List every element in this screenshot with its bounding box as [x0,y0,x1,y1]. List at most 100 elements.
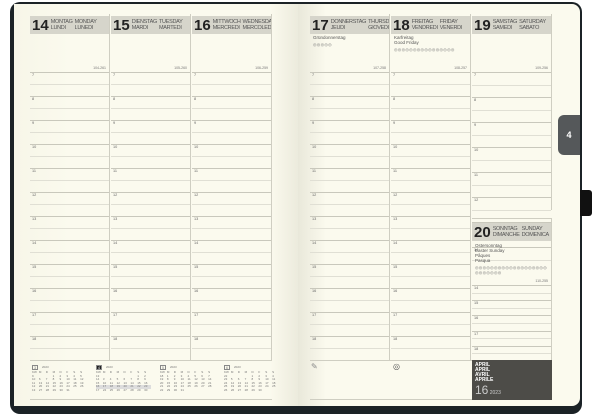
holiday-label: Good Friday [394,40,419,45]
mini-calendar-cell: S [80,370,83,374]
mini-calendar-cell: 22 [52,384,56,389]
half-hour-line [310,276,389,277]
mini-calendar-cell: D [45,370,48,374]
day-header: 15 DIENSTAG TUESDAY MARDI MARTEDI [111,16,190,34]
half-hour-line [111,108,190,109]
mini-calendar-cell: 9 [59,377,62,382]
mini-calendar-cell: 14 [244,380,248,385]
half-hour-line [310,348,389,349]
mini-calendar-cell: M [102,370,106,374]
day-name: MERCOLEDI [242,25,271,31]
mini-calendar-cell: 12 [80,377,84,382]
hour-line: 10 [310,144,389,150]
day-column[interactable]: 19 SAMSTAG SATURDAY SAMEDI SABATO 109-256 7 8 9 1… [472,14,552,261]
hour-line: 17 [472,330,551,337]
half-hour-line [111,252,190,253]
half-hour-line [310,300,389,301]
mini-calendar-cell: 17 [102,385,110,389]
mini-calendar-cell: 10 [265,377,269,382]
mini-calendar-cell [188,389,195,393]
hour-line: 7 [192,72,271,78]
half-hour-line [391,204,470,205]
mini-calendar-cell: 7 [208,373,210,378]
half-hour-line [472,84,551,86]
mini-calendar-cell: 19 [160,377,164,382]
day-count: 106-259 [255,66,268,70]
mini-calendar-cell: 12 [230,380,235,385]
half-hour-line [391,180,470,181]
half-hour-line [391,300,470,301]
half-hour-line [111,180,190,181]
half-hour-line [472,323,551,324]
day-column[interactable]: 14 MONTAG MONDAY LUNDI LUNEDI 104-261 7 8 9 10 11 1… [30,14,110,360]
hour-line: 18 [111,336,190,342]
hour-line: 11 [30,168,109,174]
mini-calendar-cell: 6 [201,373,203,378]
mini-calendar-cell: 17 [180,380,184,385]
mini-calendar-cell: 27 [237,387,242,392]
mini-calendar-cell: 18 [187,380,191,385]
hour-line: 18 [472,345,551,352]
mini-calendar-cell: 16 [258,380,262,385]
half-hour-line [472,259,551,261]
day-column[interactable]: 17DONNERSTAGTHURSDAYJEUDIGIOVEDIGründonn… [310,14,390,360]
half-hour-line [192,204,271,205]
mini-calendar-cell: 10 [102,380,107,385]
mini-calendar-cell: 27 [38,387,43,392]
half-hour-line [30,84,109,85]
half-hour-line [472,209,551,211]
mini-calendar-cell: 28 [130,387,134,392]
mini-calendar-cell: 19 [230,384,235,389]
day-name: VENERDI [439,25,463,31]
mini-calendar-cell: 18 [109,385,117,389]
mini-calendar-cell: 18 [272,380,276,385]
hour-line: 15 [111,264,190,270]
mini-calendar-cell: 15 [52,380,56,385]
half-hour-line [472,184,551,186]
mini-calendar-cell: 11 [109,380,113,385]
half-hour-line [310,156,389,157]
day-column[interactable]: 15 DIENSTAG TUESDAY MARDI MARTEDI 105-260 7 8 9 1… [111,14,191,360]
hour-line: 12 [391,192,470,198]
mini-calendar-cell: 14 [130,380,134,385]
moon-phase-icons: ◎◎◎◎◎◎◎◎◎◎◎◎◎◎◎◎◎◎◎◎◎◎◎◎◎◎ [475,265,548,275]
mini-calendar-cell: 23 [224,377,228,382]
hour-line: 11 [391,168,470,174]
hour-line: 18 [391,336,470,342]
holiday-label: Easter Sunday [475,248,505,253]
day-count: 107-258 [373,66,386,70]
mini-calendar-cell: 22 [166,384,171,389]
half-hour-line [391,84,470,85]
hour-line: 9 [30,120,109,126]
day-column[interactable]: 18 FREITAG FRIDAY VENDREDI VENERDI Karfreitag… [391,14,471,360]
mini-calendar-cell: 25 [73,384,77,389]
month-tab[interactable]: 4 [558,115,580,155]
hour-line: 18 [30,336,109,342]
day-name: SATURDAY [519,19,546,25]
hour-line: 8 [472,97,551,103]
mini-calendar-cell: S [73,370,76,374]
hour-line: 7 [30,72,109,78]
hour-line: 15 [310,264,389,270]
day-column[interactable]: 16MITTWOCHWEDNESDAYMERCREDIMERCOLEDI106-… [192,14,272,360]
half-hour-line [111,348,190,349]
half-hour-line [391,276,470,277]
mini-calendar-cell: 25 [224,384,228,389]
mini-calendar-cell: F [258,370,261,374]
mini-calendar-cell: 11 [73,377,77,382]
mini-calendar-cell: 25 [187,384,191,389]
hour-line: 10 [472,147,551,153]
day-name: FREITAG [411,19,434,25]
half-hour-line [111,132,190,133]
day-column[interactable]: 20 SONNTAG SUNDAY DIMANCHE DOMENICA Ostersonn… [472,218,552,360]
mini-calendar-cell: 15 [137,380,141,385]
hour-line: 17 [310,312,389,318]
hour-line: 18 [310,336,389,342]
mini-calendar-cell: 29 [166,387,171,392]
hour-line: 16 [111,288,190,294]
mini-calendar-year: 2023 [234,364,241,369]
month-name-en: APRIL [475,367,490,373]
mini-calendar-cell: 11 [32,380,36,385]
day-name: JEUDI [330,25,346,31]
mini-calendar-cell: 26 [116,387,120,392]
